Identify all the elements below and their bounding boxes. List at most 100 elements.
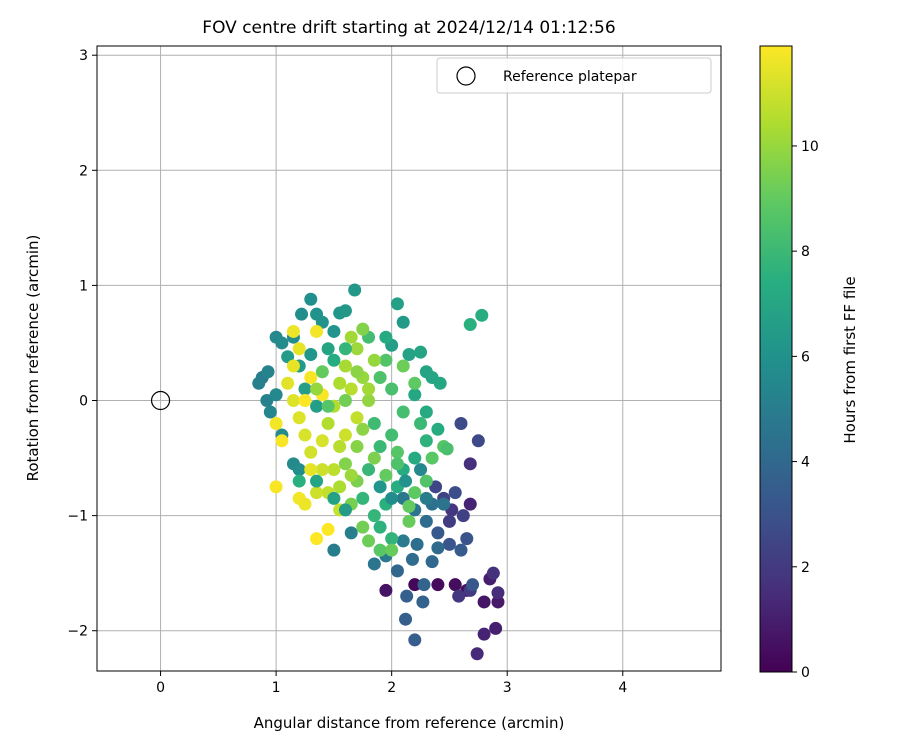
scatter-point <box>471 434 485 448</box>
scatter-point <box>396 315 410 329</box>
scatter-point <box>310 399 324 413</box>
colorbar <box>759 45 793 673</box>
scatter-point <box>373 440 387 454</box>
scatter-point <box>292 463 306 477</box>
scatter-point <box>425 555 439 569</box>
scatter-point <box>390 297 404 311</box>
scatter-point <box>440 442 454 456</box>
scatter-point <box>269 388 283 402</box>
scatter-point <box>408 376 422 390</box>
scatter-point <box>362 534 376 548</box>
colorbar-tick-label: 10 <box>801 139 819 155</box>
scatter-point <box>396 359 410 373</box>
scatter-point <box>431 526 445 540</box>
scatter-point <box>275 434 289 448</box>
scatter-point <box>489 621 503 635</box>
scatter-point <box>338 428 352 442</box>
scatter-point <box>419 434 433 448</box>
scatter-point <box>310 324 324 338</box>
scatter-point <box>315 434 329 448</box>
scatter-point <box>414 345 428 359</box>
scatter-point <box>373 480 387 494</box>
scatter-point <box>399 474 413 488</box>
scatter-point <box>385 532 399 546</box>
scatter-point <box>315 365 329 379</box>
x-tick-label: 2 <box>387 680 396 696</box>
scatter-point <box>417 578 431 592</box>
scatter-point <box>321 417 335 431</box>
scatter-point <box>344 526 358 540</box>
scatter-point <box>385 491 399 505</box>
legend-label-reference-platepar: Reference platepar <box>503 69 637 85</box>
scatter-point <box>321 342 335 356</box>
scatter-point <box>419 491 433 505</box>
scatter-point <box>463 318 477 332</box>
y-tick-label: −2 <box>67 624 88 640</box>
x-tick-label: 3 <box>503 680 512 696</box>
scatter-point <box>400 589 414 603</box>
scatter-point <box>350 365 364 379</box>
scatter-point <box>333 440 347 454</box>
x-tick-label: 1 <box>272 680 281 696</box>
scatter-point <box>304 292 318 306</box>
scatter-point <box>292 474 306 488</box>
scatter-point <box>491 595 505 609</box>
scatter-point <box>261 365 275 379</box>
y-tick-label: 1 <box>79 278 88 294</box>
y-axis-label: Rotation from reference (arcmin) <box>24 235 42 482</box>
scatter-point <box>448 578 462 592</box>
legend-marker-open-circle <box>456 66 476 86</box>
scatter-point <box>304 445 318 459</box>
scatter-point <box>286 359 300 373</box>
scatter-points <box>150 283 505 661</box>
scatter-point <box>304 463 318 477</box>
y-axis-ticks: −2 −1 0 1 2 3 <box>67 48 97 640</box>
scatter-point <box>466 578 480 592</box>
scatter-point <box>456 509 470 523</box>
scatter-point <box>385 543 399 557</box>
scatter-point <box>338 457 352 471</box>
scatter-point <box>448 486 462 500</box>
scatter-point <box>275 336 289 350</box>
scatter-point <box>475 308 489 322</box>
scatter-point <box>333 480 347 494</box>
scatter-point <box>310 474 324 488</box>
scatter-point <box>414 417 428 431</box>
colorbar-tick-label: 0 <box>801 665 810 681</box>
scatter-point <box>402 514 416 528</box>
x-axis-ticks: 0 1 2 3 4 <box>156 671 627 696</box>
scatter-point <box>408 451 422 465</box>
scatter-point <box>379 330 393 344</box>
scatter-point <box>408 578 422 592</box>
scatter-point <box>367 417 381 431</box>
scatter-point <box>327 491 341 505</box>
scatter-point <box>327 324 341 338</box>
colorbar-ticks: 0 2 4 6 8 10 <box>792 139 819 681</box>
scatter-point <box>292 342 306 356</box>
scatter-point <box>295 307 309 321</box>
scatter-point <box>442 514 456 528</box>
scatter-point <box>463 497 477 511</box>
plot-frame <box>96 45 722 672</box>
scatter-point <box>399 612 413 626</box>
colorbar-tick-label: 2 <box>801 560 810 576</box>
x-tick-label: 0 <box>156 680 165 696</box>
scatter-point <box>477 627 491 641</box>
scatter-point <box>460 532 474 546</box>
scatter-point <box>310 532 324 546</box>
scatter-point <box>470 647 484 661</box>
scatter-point <box>402 347 416 361</box>
scatter-point <box>431 422 445 436</box>
colorbar-tick-label: 8 <box>801 244 810 260</box>
scatter-point <box>350 440 364 454</box>
scatter-point <box>356 491 370 505</box>
scatter-point <box>286 324 300 338</box>
scatter-point <box>419 405 433 419</box>
scatter-point <box>385 382 399 396</box>
colorbar-label: Hours from first FF file <box>841 276 859 443</box>
scatter-point <box>310 382 324 396</box>
scatter-point <box>362 463 376 477</box>
scatter-point <box>338 394 352 408</box>
scatter-point <box>367 353 381 367</box>
scatter-point <box>348 283 362 297</box>
